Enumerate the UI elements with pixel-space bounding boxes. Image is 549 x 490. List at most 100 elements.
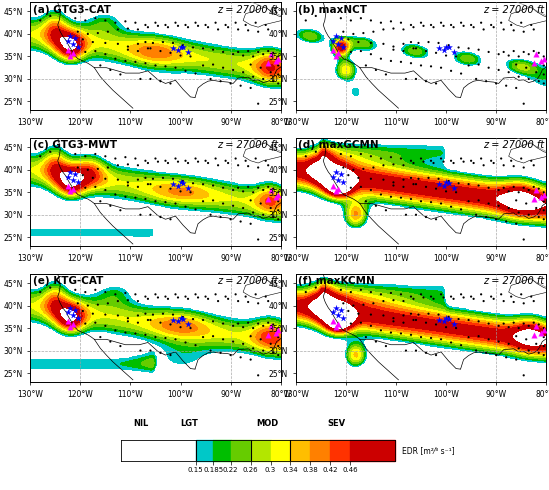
Point — [239, 51, 248, 59]
Point — [449, 319, 458, 327]
Point — [489, 24, 498, 31]
Point — [359, 165, 368, 173]
Point — [194, 22, 203, 30]
Bar — [195, 440, 213, 461]
Point — [133, 47, 142, 55]
Point — [444, 315, 453, 323]
Point — [494, 186, 503, 194]
Point — [367, 288, 376, 296]
Point — [114, 176, 122, 184]
Point — [141, 174, 150, 182]
Point — [407, 59, 416, 67]
Point — [259, 75, 267, 83]
Point — [539, 342, 548, 350]
Point — [183, 24, 192, 31]
Point — [204, 24, 212, 31]
Point — [173, 158, 182, 166]
Point — [274, 79, 283, 87]
Point — [214, 25, 222, 33]
Text: MOD: MOD — [256, 418, 279, 428]
Point — [191, 205, 200, 213]
Point — [407, 331, 416, 339]
Point — [334, 312, 343, 319]
Point — [349, 30, 358, 38]
Point — [216, 349, 225, 357]
Point — [449, 159, 458, 167]
Point — [274, 326, 283, 334]
Point — [427, 198, 435, 206]
Point — [131, 154, 140, 162]
Point — [409, 159, 418, 167]
Point — [429, 295, 438, 303]
Point — [166, 215, 175, 223]
Point — [441, 323, 450, 331]
Point — [274, 191, 283, 198]
Point — [399, 297, 408, 305]
Point — [509, 162, 518, 170]
Point — [204, 159, 212, 167]
Point — [529, 47, 538, 55]
Point — [101, 186, 110, 194]
Point — [434, 175, 443, 183]
Point — [356, 14, 365, 22]
Point — [427, 293, 435, 300]
Point — [484, 48, 493, 56]
Point — [173, 294, 182, 301]
Point — [356, 319, 365, 327]
Point — [407, 293, 416, 300]
Point — [63, 318, 72, 325]
Point — [103, 299, 112, 307]
Point — [499, 319, 508, 327]
Point — [124, 24, 132, 32]
Point — [209, 196, 217, 204]
Point — [529, 183, 538, 191]
Point — [229, 66, 238, 74]
Point — [537, 57, 546, 65]
Point — [151, 333, 160, 341]
Point — [386, 289, 395, 297]
Text: (f) maxKCMN: (f) maxKCMN — [298, 276, 375, 286]
Point — [372, 202, 380, 210]
Point — [181, 67, 190, 75]
Point — [414, 39, 423, 47]
Point — [261, 293, 270, 300]
Point — [274, 188, 283, 196]
Point — [532, 68, 541, 76]
Point — [339, 28, 348, 36]
Point — [367, 152, 376, 160]
Point — [432, 351, 440, 359]
Point — [439, 294, 448, 301]
Point — [311, 12, 320, 20]
Point — [337, 306, 345, 314]
Point — [249, 73, 257, 81]
Point — [141, 38, 150, 46]
Point — [527, 21, 536, 29]
Point — [529, 161, 538, 169]
Point — [354, 174, 363, 182]
Point — [414, 311, 423, 319]
Point — [93, 29, 102, 37]
Point — [464, 62, 473, 70]
Point — [36, 152, 44, 160]
Point — [254, 164, 262, 171]
Point — [467, 157, 475, 165]
Point — [329, 46, 338, 53]
Point — [494, 50, 503, 58]
Point — [457, 19, 466, 26]
Point — [209, 61, 217, 69]
Point — [264, 319, 272, 327]
Point — [66, 168, 75, 176]
Point — [254, 48, 262, 56]
Point — [534, 320, 543, 328]
Point — [264, 59, 272, 67]
Point — [261, 157, 270, 165]
Point — [91, 150, 100, 158]
Point — [249, 52, 257, 60]
Point — [332, 168, 340, 176]
Point — [519, 184, 528, 192]
Point — [344, 307, 353, 315]
Point — [432, 49, 440, 57]
Point — [447, 157, 456, 165]
Point — [509, 298, 518, 306]
Point — [219, 319, 227, 327]
